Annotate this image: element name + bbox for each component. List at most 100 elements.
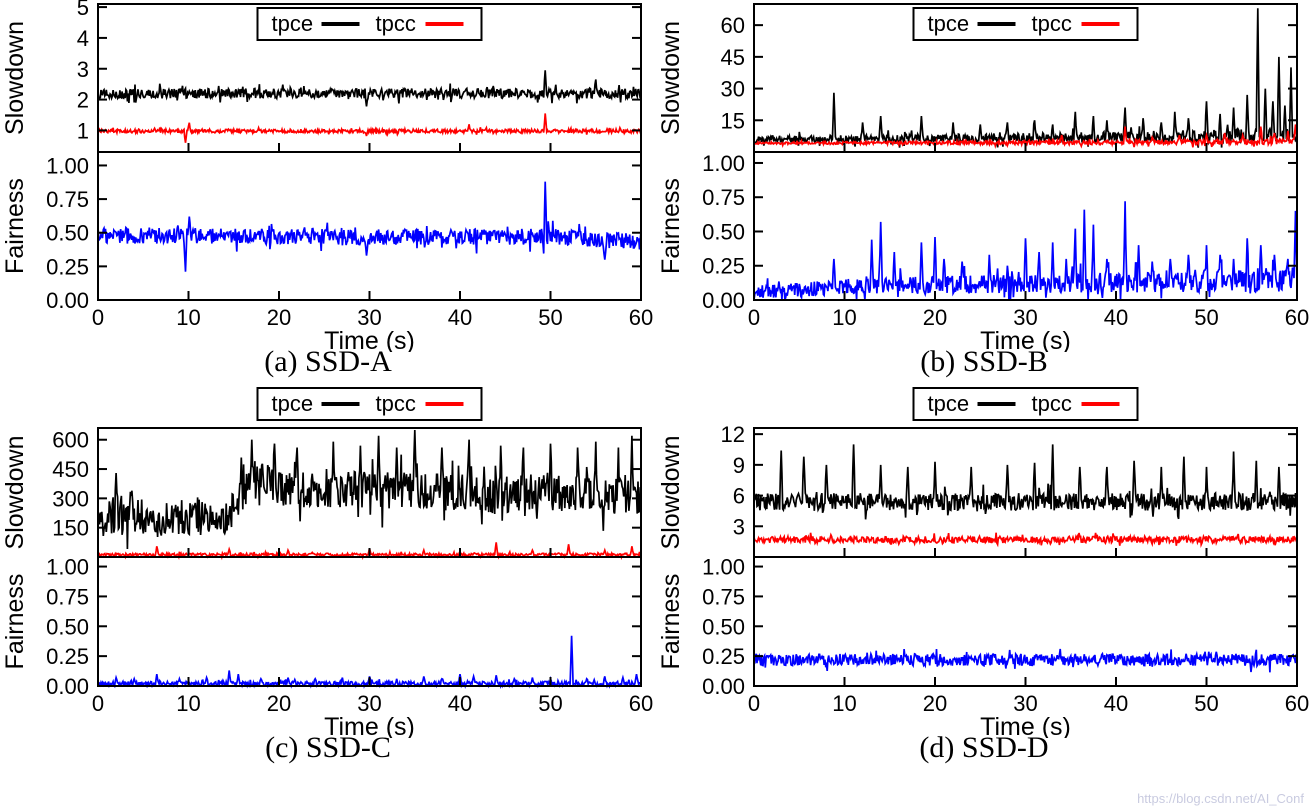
xtick-label: 30: [357, 305, 381, 330]
ytick-label: 4: [77, 26, 89, 51]
ytick-label: 2: [77, 88, 89, 113]
chart-ssd-d: 3 6 9 12 Slowdown 0.00 0.25 0.50 0.75 1.00 Fairnes…: [659, 387, 1309, 738]
y-axis-label: Fairness: [659, 574, 685, 670]
chart-ssd-a: 1 2 3 4 5 Slowdown 0.00 0.25 0.50 0.75 1.00 Fairnes…: [3, 0, 653, 352]
panel-fairness: 0.00 0.25 0.50 0.75 1.00 Fairness: [659, 151, 1298, 313]
ytick-label: 0.75: [46, 187, 89, 212]
x-axis-label: Time (s): [980, 327, 1071, 352]
xtick-label: 20: [267, 691, 291, 716]
watermark: https://blog.csdn.net/AI_Conf: [1137, 791, 1304, 806]
series-tpce: [753, 444, 1298, 520]
ytick-label: 0.25: [46, 254, 89, 279]
xtick-label: 0: [748, 305, 760, 330]
panel-fairness: 0.00 0.25 0.50 0.75 1.00 Fairness: [3, 151, 642, 313]
legend-label-tpce: tpce: [928, 11, 970, 36]
xtick-label: 60: [1285, 305, 1309, 330]
ytick-label: 0.00: [46, 288, 89, 313]
y-axis-label: Slowdown: [3, 21, 29, 135]
ytick-label: 0.50: [46, 614, 89, 639]
series-tpcc: [753, 532, 1298, 548]
ytick-label: 450: [52, 457, 89, 482]
legend: tpce tpcc: [912, 387, 1139, 421]
xtick-label: 40: [1104, 305, 1128, 330]
xtick-label: 30: [1013, 305, 1037, 330]
caption-ssd-a: (a) SSD-A: [264, 345, 392, 378]
ytick-label: 0.50: [46, 221, 89, 246]
xtick-label: 40: [448, 691, 472, 716]
xtick-label: 0: [92, 691, 104, 716]
series-tpcc: [97, 113, 642, 143]
chart-ssd-b: 15 30 45 60 Slowdown 0.00 0.25 0.50 0.75 1.00 Fair…: [659, 3, 1309, 352]
xtick-label: 20: [923, 305, 947, 330]
subplot-ssd-b: 15 30 45 60 Slowdown 0.00 0.25 0.50 0.75 1.00 Fair…: [656, 0, 1312, 378]
panel-fairness: 0.00 0.25 0.50 0.75 1.00 Fairness: [3, 555, 642, 699]
y-axis-label: Fairness: [3, 574, 29, 670]
ytick-label: 0.00: [702, 288, 745, 313]
ytick-label: 0.50: [702, 219, 745, 244]
xtick-label: 50: [538, 691, 562, 716]
ytick-label: 0.00: [46, 674, 89, 699]
ytick-label: 1.00: [702, 151, 745, 176]
xtick-label: 40: [448, 305, 472, 330]
ytick-label: 0.25: [46, 644, 89, 669]
series-fairness: [97, 181, 642, 272]
x-axis-label: Time (s): [324, 327, 415, 352]
ytick-label: 0.75: [702, 185, 745, 210]
xtick-label: 60: [629, 305, 653, 330]
ytick-label: 12: [721, 422, 745, 447]
panel-slowdown: 3 6 9 12 Slowdown: [659, 422, 1298, 558]
x-axis-label: Time (s): [324, 713, 415, 738]
legend-label-tpce: tpce: [272, 391, 314, 416]
xtick-label: 50: [1194, 691, 1218, 716]
ytick-label: 1.00: [46, 153, 89, 178]
xtick-label: 10: [176, 305, 200, 330]
xtick-label: 60: [1285, 691, 1309, 716]
xtick-label: 60: [629, 691, 653, 716]
ytick-label: 0.50: [702, 614, 745, 639]
caption-ssd-d: (d) SSD-D: [919, 731, 1049, 764]
xtick-label: 0: [748, 691, 760, 716]
ytick-label: 1.00: [702, 555, 745, 580]
caption-ssd-b: (b) SSD-B: [920, 345, 1048, 378]
ytick-label: 3: [77, 57, 89, 82]
y-axis-label: Slowdown: [659, 21, 685, 135]
xtick-label: 30: [357, 691, 381, 716]
legend: tpce tpcc: [256, 7, 483, 41]
xtick-label: 50: [538, 305, 562, 330]
xtick-label: 20: [923, 691, 947, 716]
ytick-label: 5: [77, 0, 89, 20]
series-tpce: [97, 70, 642, 107]
panel-fairness: 0.00 0.25 0.50 0.75 1.00 Fairness: [659, 555, 1298, 699]
series-fairness: [753, 648, 1298, 673]
ytick-label: 3: [733, 514, 745, 539]
ytick-label: 600: [52, 428, 89, 453]
ytick-label: 0.00: [702, 674, 745, 699]
xtick-label: 20: [267, 305, 291, 330]
x-axis-label: Time (s): [980, 713, 1071, 738]
legend-label-tpce: tpce: [928, 391, 970, 416]
xtick-label: 30: [1013, 691, 1037, 716]
y-axis-label: Slowdown: [659, 436, 685, 550]
panel-border: [753, 556, 1298, 687]
xtick-label: 10: [176, 691, 200, 716]
legend-label-tpcc: tpcc: [376, 391, 416, 416]
ytick-label: 0.75: [46, 584, 89, 609]
panel-slowdown: 1 2 3 4 5 Slowdown: [3, 0, 642, 153]
xtick-label: 40: [1104, 691, 1128, 716]
ytick-label: 60: [721, 13, 745, 38]
ytick-label: 0.25: [702, 644, 745, 669]
caption-ssd-c: (c) SSD-C: [265, 731, 391, 764]
legend-label-tpcc: tpcc: [1032, 11, 1072, 36]
legend: tpce tpcc: [256, 387, 483, 421]
ytick-label: 300: [52, 486, 89, 511]
legend-label-tpcc: tpcc: [1032, 391, 1072, 416]
panel-border: [97, 151, 642, 301]
ytick-label: 15: [721, 108, 745, 133]
series-fairness: [753, 201, 1298, 301]
ytick-label: 0.25: [702, 254, 745, 279]
ytick-label: 1.00: [46, 555, 89, 580]
legend-label-tpcc: tpcc: [376, 11, 416, 36]
y-axis-label: Fairness: [3, 178, 29, 274]
subplot-ssd-c: 150 300 450 600 Slowdown 0.00 0.25 0.50 0.75 1.00…: [0, 386, 656, 764]
y-axis-label: Slowdown: [3, 436, 29, 550]
